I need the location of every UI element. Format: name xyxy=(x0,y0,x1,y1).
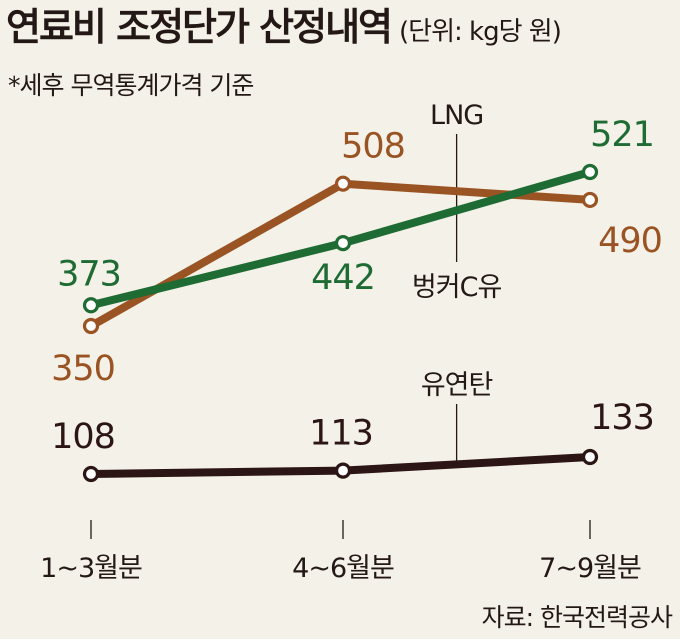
point-coal xyxy=(581,448,599,466)
data-label-bunker: 508 xyxy=(341,127,405,167)
point-bunker xyxy=(82,317,100,335)
x-axis-ticks xyxy=(90,520,591,539)
series-line-bunker xyxy=(87,179,594,330)
point-bunker xyxy=(334,175,352,192)
title-text: 연료비 조정단가 산정내역 xyxy=(6,5,393,49)
data-label-lng: 373 xyxy=(57,254,121,294)
series-label-coal: 유연탄 xyxy=(421,370,493,401)
series-label-bunker: 벙커C유 xyxy=(412,272,502,303)
unit-label: (단위: kg당 원) xyxy=(399,17,562,47)
data-label-lng: 521 xyxy=(590,115,654,155)
point-coal xyxy=(82,465,100,483)
chart-title: 연료비 조정단가 산정내역 (단위: kg당 원) xyxy=(6,2,562,57)
data-label-bunker: 350 xyxy=(51,349,115,389)
series-label-lng: LNG xyxy=(430,100,483,131)
data-label-coal: 108 xyxy=(51,417,115,457)
data-label-coal: 133 xyxy=(590,398,654,438)
data-labels: 350 508 490 373 442 521 108 113 133 xyxy=(51,115,663,457)
x-axis-label: 7~9월분 xyxy=(539,553,641,584)
data-label-lng: 442 xyxy=(311,258,375,298)
point-lng xyxy=(581,163,599,181)
data-points xyxy=(82,163,599,483)
x-axis-label: 1~3월분 xyxy=(40,553,142,584)
data-label-bunker: 490 xyxy=(598,221,662,261)
source-credit: 자료: 한국전력공사 xyxy=(481,603,673,632)
point-coal xyxy=(334,462,352,479)
point-lng xyxy=(82,297,100,314)
footnote: *세후 무역통계가격 기준 xyxy=(8,71,254,100)
data-label-coal: 113 xyxy=(309,414,373,454)
x-axis-labels: 1~3월분 4~6월분 7~9월분 xyxy=(40,553,642,584)
x-axis-label: 4~6월분 xyxy=(292,553,394,584)
point-lng xyxy=(334,235,352,252)
point-bunker xyxy=(581,191,599,209)
